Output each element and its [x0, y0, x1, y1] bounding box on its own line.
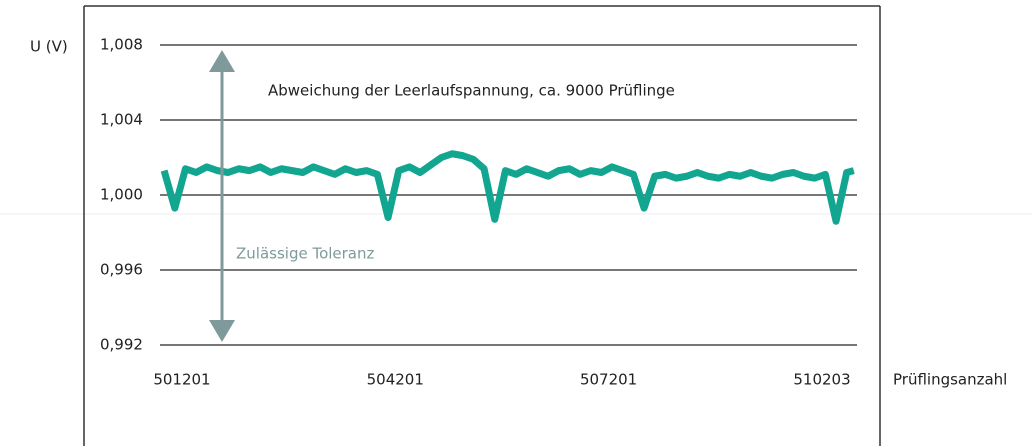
tolerance-label: Zulässige Toleranz: [236, 245, 375, 263]
y-tick-label: 0,992: [100, 336, 143, 354]
x-tick-label: 501201: [153, 371, 210, 389]
tolerance-arrow: [209, 50, 235, 342]
x-tick-label: 507201: [580, 371, 637, 389]
x-axis-label: Prüflingsanzahl: [893, 371, 1007, 389]
annotation: Abweichung der Leerlaufspannung, ca. 900…: [268, 82, 675, 100]
x-tick-label: 504201: [367, 371, 424, 389]
y-axis-label: U (V): [30, 38, 68, 56]
grid: 0,992 0,996 1,000 1,004 1,008 501201 504201 507…: [100, 36, 857, 389]
y-tick-label: 0,996: [100, 261, 143, 279]
series-line: [160, 150, 855, 225]
arrow-head-up: [209, 50, 235, 72]
y-tick-label: 1,008: [100, 36, 143, 54]
y-tick-label: 1,004: [100, 111, 143, 129]
x-tick-label: 510203: [793, 371, 850, 389]
plot: [160, 150, 855, 225]
arrow-head-down: [209, 320, 235, 342]
y-tick-label: 1,000: [100, 186, 143, 204]
